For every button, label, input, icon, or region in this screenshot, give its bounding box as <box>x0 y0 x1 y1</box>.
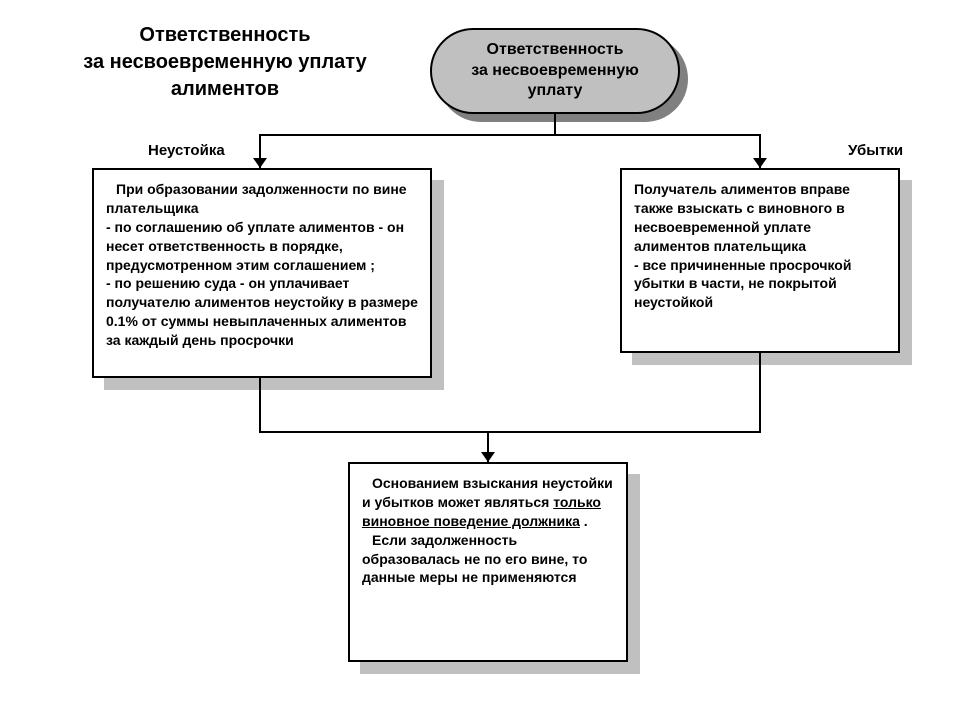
branch-label-right: Убытки <box>848 142 903 159</box>
diagram-stage: Ответственность за несвоевременную уплат… <box>0 0 960 720</box>
right-box-b1: - все причиненные просрочкой убытки в ча… <box>634 257 851 311</box>
root-node: Ответственность за несвоевременную уплат… <box>430 28 680 114</box>
edge-root-right <box>555 114 760 168</box>
left-box-p1: При образовании задолженности по вине пл… <box>106 181 407 216</box>
edge-root-left <box>260 114 555 168</box>
diagram-title: Ответственность за несвоевременную уплат… <box>60 22 390 103</box>
bottom-box-p1b: . <box>580 513 588 529</box>
left-box-b1: - по соглашению об уплате алиментов - он… <box>106 219 404 273</box>
branch-label-left: Неустойка <box>148 142 225 159</box>
bottom-box: Основанием взыскания неустойки и убытков… <box>348 462 628 662</box>
arrow-right <box>753 158 767 168</box>
left-box: При образовании задолженности по вине пл… <box>92 168 432 378</box>
arrow-left <box>253 158 267 168</box>
left-box-b2: - по решению суда - он уплачивает получа… <box>106 275 418 348</box>
right-box: Получатель алиментов вправе также взыска… <box>620 168 900 353</box>
edge-right-bottom <box>488 353 760 462</box>
right-box-p1: Получатель алиментов вправе также взыска… <box>634 181 850 254</box>
arrow-bottom <box>481 452 495 462</box>
bottom-box-p2: Если задолженность образовалась не по ег… <box>362 532 587 586</box>
edge-left-bottom <box>260 378 488 462</box>
